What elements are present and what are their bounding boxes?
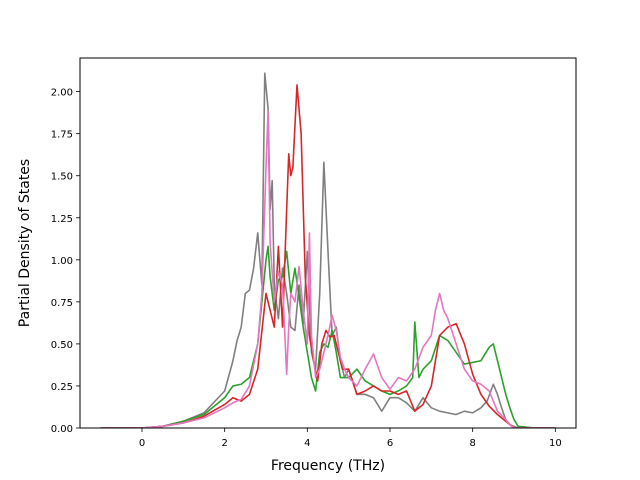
y-tick-label: 2.00 <box>51 88 73 99</box>
x-axis-label: Frequency (THz) <box>271 458 385 474</box>
y-tick-label: 0.75 <box>51 298 73 309</box>
x-tick-label: 4 <box>304 438 310 449</box>
series-line-3 <box>100 84 556 428</box>
plot-frame <box>79 57 577 429</box>
y-tick-label: 1.50 <box>51 172 73 183</box>
x-tick-label: 10 <box>549 438 562 449</box>
y-tick-label: 1.00 <box>51 256 73 267</box>
y-tick-label: 1.75 <box>51 130 73 141</box>
y-tick-label: 1.25 <box>51 214 73 225</box>
y-tick-label: 0.50 <box>51 340 73 351</box>
x-tick-label: 6 <box>387 438 393 449</box>
x-tick-label: 8 <box>469 438 475 449</box>
y-tick-label: 0.25 <box>51 382 73 393</box>
y-axis-label: Partial Density of States <box>17 159 33 327</box>
y-axis: 0.00 0.25 0.50 0.75 1.00 1.25 1.50 1.75 2.00 <box>51 88 80 435</box>
x-axis: 0 2 4 6 8 10 <box>139 428 562 449</box>
x-tick-label: 0 <box>139 438 145 449</box>
y-tick-label: 0.00 <box>51 424 73 435</box>
x-tick-label: 2 <box>221 438 227 449</box>
series-line-4 <box>100 111 556 428</box>
series-layer <box>100 72 556 428</box>
series-line-1 <box>100 72 556 428</box>
